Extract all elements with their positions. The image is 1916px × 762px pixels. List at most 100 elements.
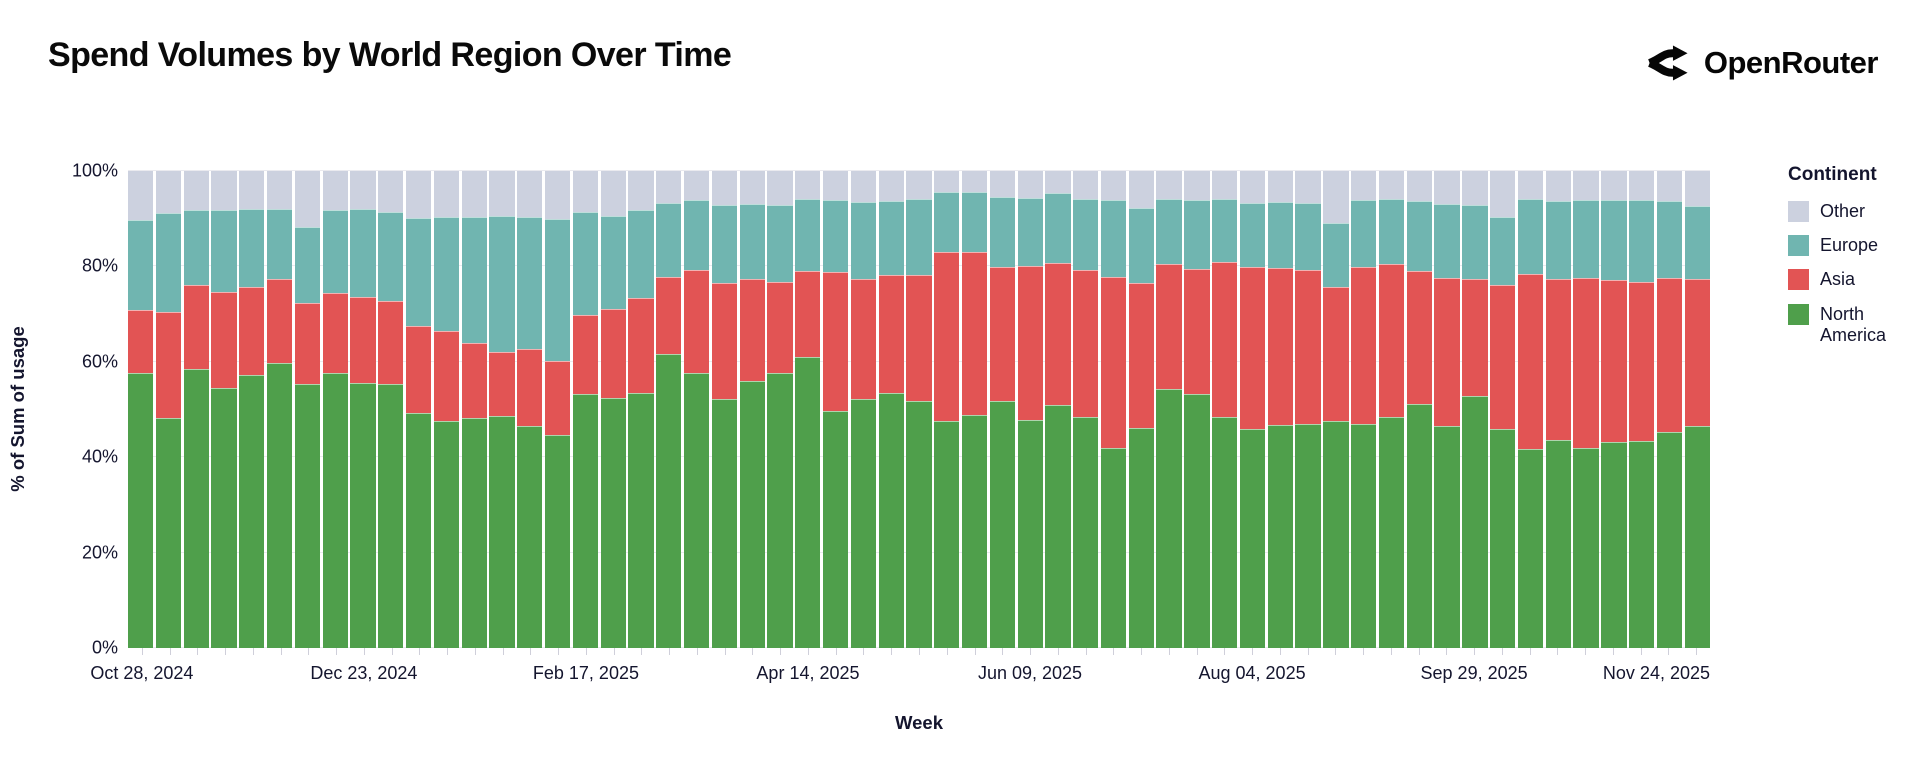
bar-segment-europe[interactable]: [961, 192, 988, 253]
bar-segment-north-america[interactable]: [795, 357, 821, 648]
bar-segment-asia[interactable]: [517, 349, 543, 426]
bar-segment-north-america[interactable]: [1073, 416, 1099, 648]
bar-segment-other[interactable]: [183, 171, 209, 210]
bar-segment-asia[interactable]: [322, 293, 348, 374]
bar-segment-asia[interactable]: [683, 270, 710, 374]
bar[interactable]: [739, 171, 765, 648]
bar-segment-other[interactable]: [350, 171, 376, 209]
bar-segment-europe[interactable]: [1434, 204, 1460, 278]
bar-segment-other[interactable]: [656, 171, 682, 203]
bar[interactable]: [128, 171, 154, 648]
bar[interactable]: [211, 171, 237, 648]
bar-segment-other[interactable]: [1045, 171, 1071, 194]
bar-segment-north-america[interactable]: [767, 373, 793, 648]
bar-segment-europe[interactable]: [1323, 222, 1349, 287]
bar[interactable]: [294, 171, 321, 648]
bar-segment-other[interactable]: [989, 171, 1015, 197]
bar-segment-other[interactable]: [1629, 171, 1655, 201]
bar-segment-asia[interactable]: [1212, 261, 1238, 417]
bar[interactable]: [1073, 171, 1099, 648]
bar-segment-other[interactable]: [711, 171, 738, 206]
bar-segment-other[interactable]: [1212, 171, 1238, 199]
bar[interactable]: [1601, 171, 1627, 648]
bar-segment-europe[interactable]: [1239, 202, 1266, 267]
bar-segment-asia[interactable]: [1267, 267, 1293, 426]
bar-segment-asia[interactable]: [739, 278, 765, 381]
bar-segment-other[interactable]: [628, 171, 654, 210]
bar[interactable]: [1184, 171, 1210, 648]
bar-segment-asia[interactable]: [961, 252, 988, 415]
bar-segment-north-america[interactable]: [544, 435, 571, 648]
bar-segment-asia[interactable]: [878, 275, 904, 393]
bar[interactable]: [239, 171, 265, 648]
bar-segment-asia[interactable]: [1490, 284, 1516, 429]
bar-segment-north-america[interactable]: [1629, 441, 1655, 648]
bar-segment-north-america[interactable]: [211, 387, 237, 648]
bar-segment-other[interactable]: [517, 171, 543, 218]
bar-segment-europe[interactable]: [1073, 198, 1099, 271]
bar-segment-north-america[interactable]: [350, 382, 376, 648]
bar-segment-north-america[interactable]: [572, 393, 599, 648]
bar-segment-other[interactable]: [1406, 171, 1432, 202]
bar-segment-asia[interactable]: [822, 271, 849, 411]
bar[interactable]: [1656, 171, 1683, 648]
bar-segment-north-america[interactable]: [961, 414, 988, 648]
bar-segment-north-america[interactable]: [1128, 427, 1154, 648]
bar-segment-europe[interactable]: [266, 208, 293, 280]
bar-segment-asia[interactable]: [266, 279, 293, 364]
bar-segment-europe[interactable]: [1573, 200, 1599, 278]
bar-segment-other[interactable]: [1573, 171, 1599, 201]
bar-segment-europe[interactable]: [1017, 197, 1043, 266]
bar-segment-other[interactable]: [1601, 171, 1627, 201]
bar-segment-europe[interactable]: [461, 217, 487, 344]
bar[interactable]: [1239, 171, 1266, 648]
bar-segment-europe[interactable]: [1462, 205, 1488, 279]
bar[interactable]: [1684, 171, 1710, 648]
bar-segment-europe[interactable]: [1128, 207, 1154, 284]
bar-segment-other[interactable]: [795, 171, 821, 200]
bar-segment-north-america[interactable]: [656, 354, 682, 648]
bar-segment-other[interactable]: [1267, 171, 1293, 202]
bar[interactable]: [1406, 171, 1432, 648]
bar-segment-other[interactable]: [1517, 171, 1544, 200]
bar-segment-europe[interactable]: [822, 200, 849, 272]
bar[interactable]: [1128, 171, 1154, 648]
bar-segment-other[interactable]: [1545, 171, 1571, 202]
bar-segment-asia[interactable]: [1406, 271, 1432, 405]
bar-segment-europe[interactable]: [405, 218, 432, 326]
bar-segment-europe[interactable]: [1406, 201, 1432, 272]
bar-segment-asia[interactable]: [1545, 278, 1571, 441]
bar-segment-other[interactable]: [239, 171, 265, 210]
bar-segment-europe[interactable]: [128, 220, 154, 311]
bar-segment-asia[interactable]: [1462, 278, 1488, 396]
bar-segment-asia[interactable]: [128, 310, 154, 374]
bar-segment-asia[interactable]: [989, 266, 1015, 402]
bar[interactable]: [1212, 171, 1238, 648]
bar-segment-europe[interactable]: [183, 209, 209, 286]
bar[interactable]: [906, 171, 932, 648]
bar-segment-other[interactable]: [906, 171, 932, 200]
bar-segment-other[interactable]: [294, 171, 321, 227]
bar[interactable]: [1517, 171, 1544, 648]
bar[interactable]: [934, 171, 960, 648]
bar-segment-north-america[interactable]: [378, 383, 404, 648]
bar-segment-other[interactable]: [266, 171, 293, 209]
bar-segment-north-america[interactable]: [628, 393, 654, 648]
bar-segment-north-america[interactable]: [878, 392, 904, 648]
bar[interactable]: [628, 171, 654, 648]
bar[interactable]: [544, 171, 571, 648]
bar-segment-asia[interactable]: [906, 274, 932, 402]
bar-segment-other[interactable]: [1295, 171, 1321, 203]
bar-segment-north-america[interactable]: [1490, 428, 1516, 648]
bar-segment-europe[interactable]: [1629, 200, 1655, 283]
bar[interactable]: [1100, 171, 1127, 648]
bar-segment-asia[interactable]: [239, 287, 265, 375]
bar-segment-asia[interactable]: [350, 296, 376, 383]
bar-segment-north-america[interactable]: [1545, 440, 1571, 648]
bar-segment-north-america[interactable]: [517, 425, 543, 648]
bar-segment-north-america[interactable]: [266, 363, 293, 648]
bar-segment-other[interactable]: [572, 171, 599, 212]
bar[interactable]: [1295, 171, 1321, 648]
bar-segment-asia[interactable]: [628, 298, 654, 394]
bar-segment-north-america[interactable]: [294, 384, 321, 648]
